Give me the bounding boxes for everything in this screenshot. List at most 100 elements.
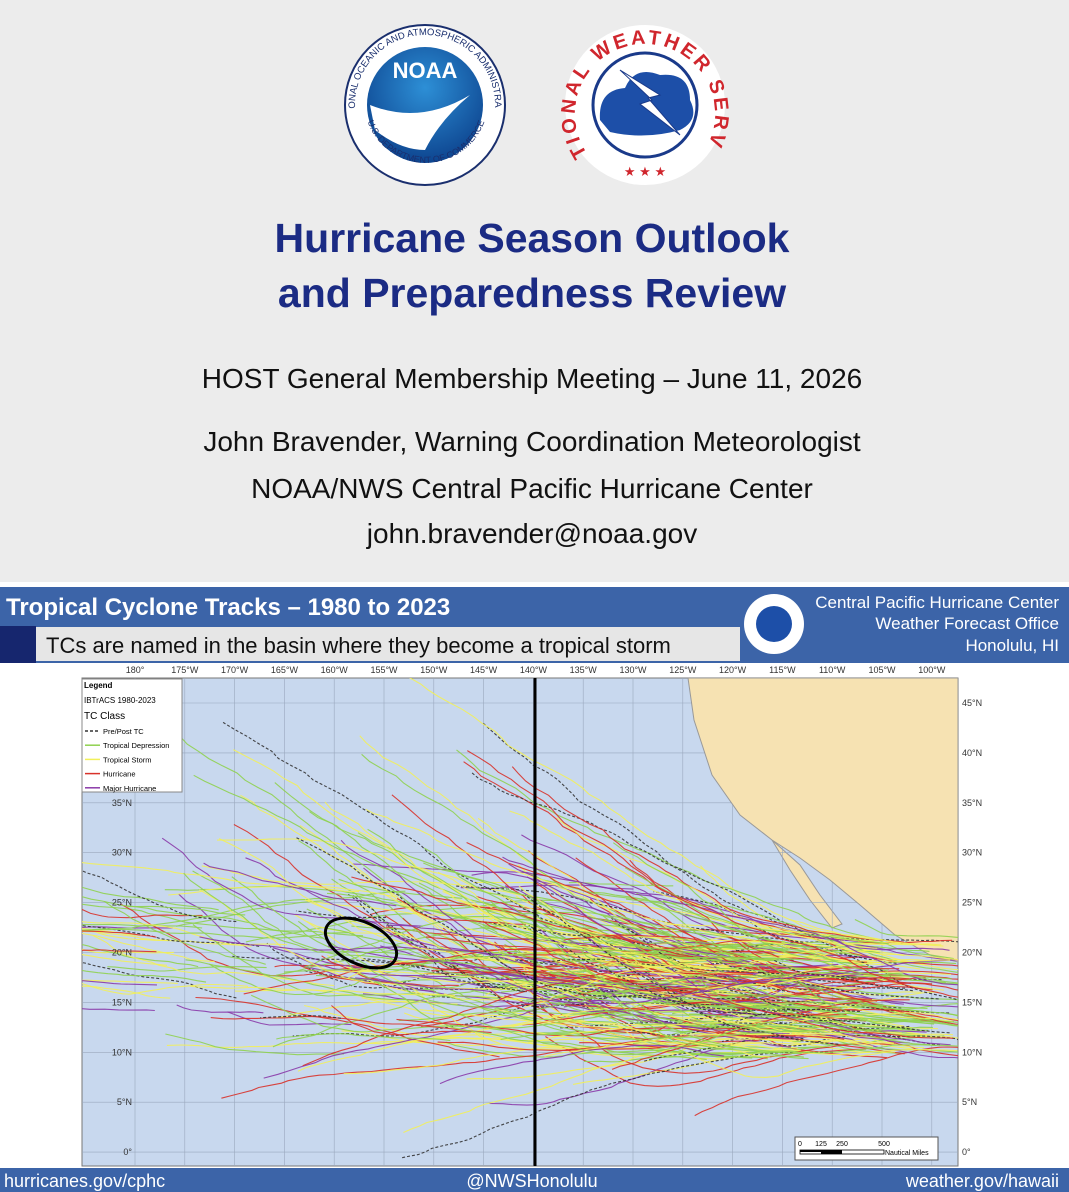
cyclone-track [231,876,707,1060]
cyclone-track [515,967,900,992]
cyclone-track [221,1035,768,1099]
cyclone-track [624,867,889,945]
latitude-label: 45°N [962,698,982,708]
legend-label: Tropical Depression [103,741,169,750]
cyclone-track [524,894,950,1034]
cyclone-track [482,920,954,1039]
cyclone-track [82,929,288,946]
cyclone-track [82,908,203,919]
cyclone-track [689,1015,874,1047]
cyclone-track [515,895,940,1020]
cyclone-track [304,915,745,968]
longitude-label: 115°W [769,665,796,675]
cyclone-track [504,943,808,1033]
longitude-label: 155°W [370,665,398,675]
logo-bolt [619,69,681,136]
cyclone-track [600,991,802,1055]
cyclone-track [126,905,246,916]
footer-handle: @NWSHonolulu [466,1171,597,1191]
cyclone-track [711,988,800,993]
cyclone-track [789,1012,958,1025]
cyclone-track [563,934,708,943]
cyclone-track [582,933,958,1005]
cyclone-track [107,966,267,972]
cyclone-track [82,962,237,999]
longitude-label: 150°W [420,665,448,675]
longitude-label: 180° [126,665,145,675]
cyclone-track [481,721,958,943]
cyclone-track [548,947,795,960]
cyclone-track [819,1024,910,1044]
latitude-label: 30°N [962,848,982,858]
cyclone-track [776,930,878,949]
cyclone-track [502,856,958,986]
cyclone-track [324,970,548,985]
cyclone-track [650,1019,858,1025]
presenter-line: NOAA/NWS Central Pacific Hurricane Cente… [251,473,813,504]
scale-segment [821,1150,842,1154]
footer [0,1168,1069,1192]
legend-heading: TC Class [84,711,125,722]
longitude-label: 125°W [669,665,697,675]
latitude-label: 5°N [962,1097,977,1107]
cyclone-track [396,898,526,925]
cyclone-track [82,861,396,898]
cyclone-track [524,943,885,1009]
cyclone-track [218,838,531,966]
office-line: Weather Forecast Office [875,614,1059,633]
cyclone-track [302,970,753,1067]
legend-label: Hurricane [103,770,136,779]
latitude-label: 15°N [962,997,982,1007]
office-line: Central Pacific Hurricane Center [815,593,1059,612]
cyclone-track [402,917,600,982]
legend-source: IBTrACS 1980-2023 [84,696,156,705]
cyclone-track [611,1001,835,1041]
cyclone-track [504,885,958,1008]
cyclone-track [232,955,425,967]
cyclone-track [444,993,543,1001]
cyclone-track [92,935,335,987]
legend-label: Tropical Storm [103,755,151,764]
cyclone-track [243,948,786,995]
cyclone-track [82,949,157,953]
longitude-label: 110°W [819,665,846,675]
cyclone-track [500,1028,911,1041]
cyclone-track [82,886,219,911]
cyclone-track [168,885,360,896]
cyclone-track [199,889,518,990]
scale-tick-label: 500 [878,1141,890,1148]
cyclone-track [82,1008,155,1012]
latitude-label: 20°N [112,948,132,958]
cyclone-track [192,870,473,978]
cyclone-track [521,870,645,900]
latitude-label: 25°N [112,898,132,908]
longitude-label: 120°W [719,665,747,675]
cyclone-track [82,896,324,939]
cyclone-track [176,1004,264,1014]
cyclone-track [419,986,804,1058]
cyclone-track [245,857,709,1031]
meeting: HOST General Membership Meeting – June 1… [202,363,862,394]
cyclone-track [471,871,952,961]
logo-label: NOAA [393,58,458,83]
longitude-label: 130°W [619,665,647,675]
longitude-label: 105°W [868,665,896,675]
cyclone-track [245,899,563,943]
cyclone-track [295,910,387,919]
cyclone-track [104,900,266,965]
cyclone-track [199,936,735,982]
cyclone-track [82,932,215,963]
longitude-label: 165°W [271,665,299,675]
cyclone-track [82,926,173,929]
cyclone-track [331,1005,475,1036]
footer-link: hurricanes.gov/cphc [4,1171,165,1191]
presenter-line: john.bravender@noaa.gov [366,518,697,549]
latitude-label: 0° [962,1147,971,1157]
latitude-label: 40°N [962,748,982,758]
cyclone-track [82,897,332,931]
latitude-label: 10°N [112,1047,132,1057]
longitude-label: 135°W [570,665,598,675]
cyclone-track [602,915,933,1029]
cyclone-track [300,898,523,921]
scale-unit: Nautical Miles [885,1150,929,1157]
